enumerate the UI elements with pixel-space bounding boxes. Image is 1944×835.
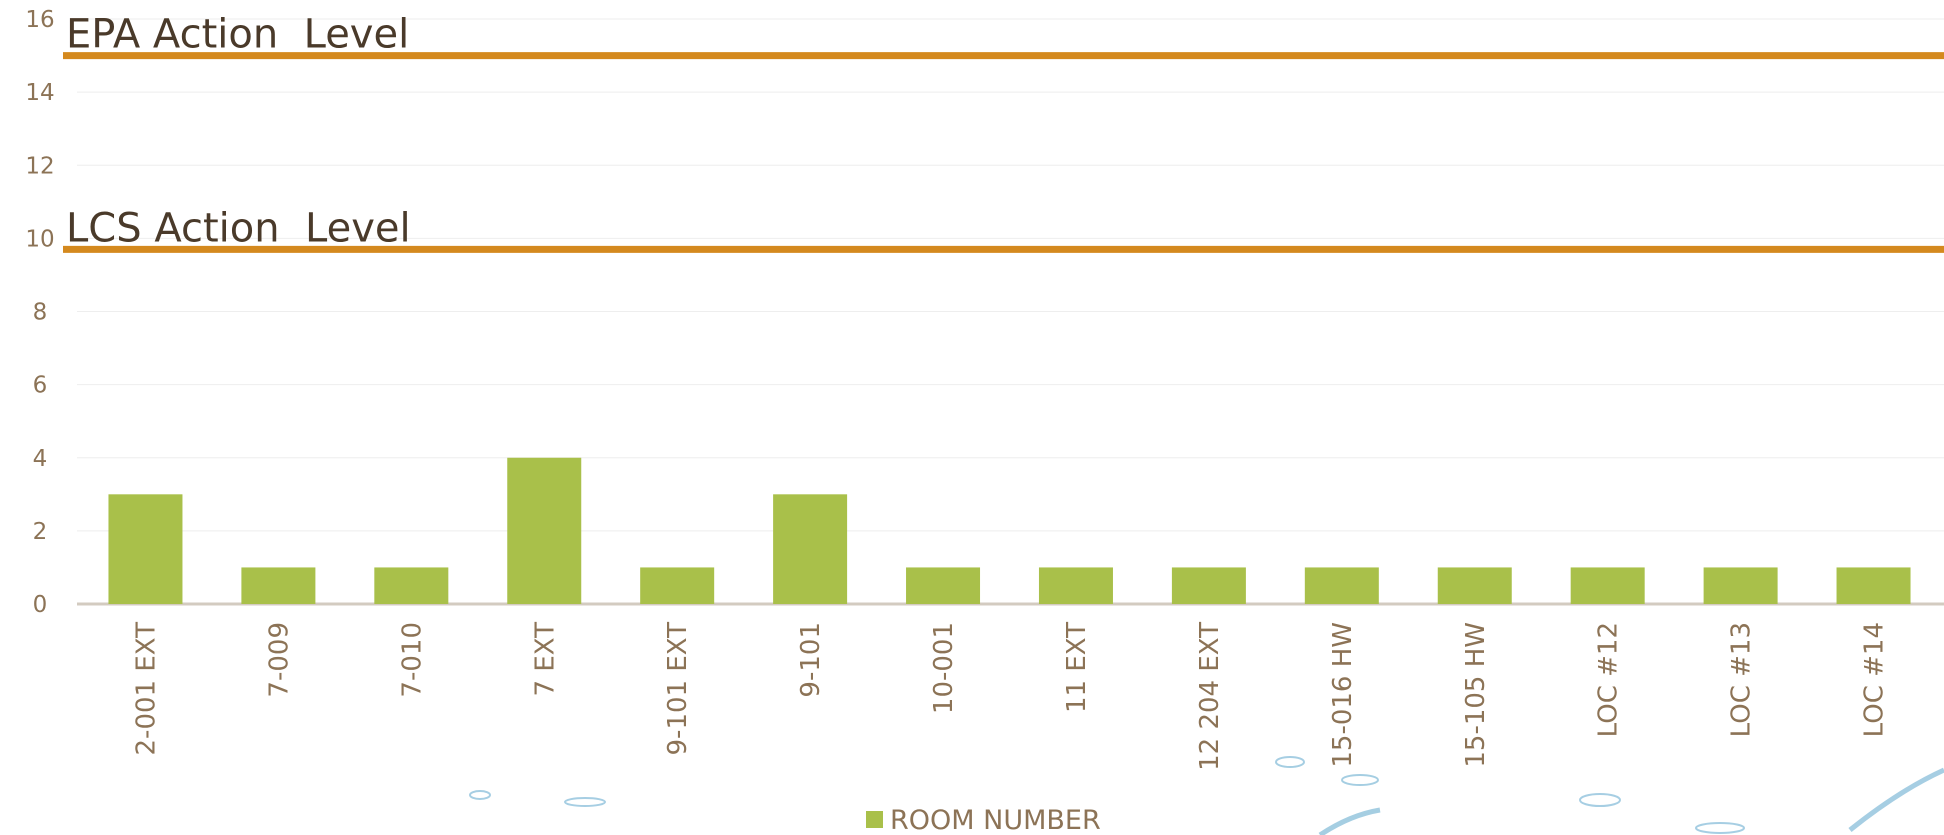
bar bbox=[108, 494, 183, 604]
legend-swatch bbox=[866, 811, 883, 828]
x-tick-label: 7 EXT bbox=[530, 622, 560, 697]
bar bbox=[1171, 567, 1246, 604]
reference-label: EPA Action Level bbox=[66, 12, 409, 58]
x-tick-label: 9-101 EXT bbox=[663, 622, 693, 756]
bar bbox=[1437, 567, 1512, 604]
x-tick-label: 10-001 bbox=[929, 622, 959, 714]
bar bbox=[906, 567, 981, 604]
bar bbox=[374, 567, 449, 604]
y-tick-label: 0 bbox=[33, 592, 48, 618]
bar bbox=[1703, 567, 1778, 604]
legend-label: ROOM NUMBER bbox=[890, 805, 1101, 835]
y-tick-label: 2 bbox=[33, 519, 48, 545]
bar bbox=[1038, 567, 1113, 604]
x-tick-label: LOC #13 bbox=[1727, 622, 1757, 737]
bar bbox=[640, 567, 715, 604]
bar bbox=[507, 457, 582, 604]
water-splash-decoration bbox=[469, 756, 1944, 835]
x-tick-label: 9-101 bbox=[796, 622, 826, 698]
y-tick-label: 4 bbox=[33, 446, 48, 472]
y-tick-label: 12 bbox=[25, 153, 54, 179]
y-tick-label: 10 bbox=[25, 226, 54, 252]
x-tick-label: 15-016 HW bbox=[1328, 622, 1358, 768]
reference-label: LCS Action Level bbox=[66, 205, 411, 251]
x-tick-label: 15-105 HW bbox=[1461, 622, 1491, 768]
x-tick-label: 12 204 EXT bbox=[1195, 622, 1225, 771]
x-tick-label: 7-009 bbox=[264, 622, 294, 698]
y-tick-label: 16 bbox=[25, 7, 54, 33]
x-tick-label: LOC #14 bbox=[1860, 622, 1890, 737]
y-tick-label: 14 bbox=[25, 80, 54, 106]
x-tick-label: 2-001 EXT bbox=[131, 622, 161, 756]
x-tick-label: 7-010 bbox=[397, 622, 427, 698]
x-tick-label: LOC #12 bbox=[1594, 622, 1624, 737]
bar bbox=[1836, 567, 1911, 604]
bar bbox=[241, 567, 316, 604]
x-tick-label: 11 EXT bbox=[1062, 622, 1092, 713]
y-tick-label: 6 bbox=[33, 373, 48, 399]
bar bbox=[1304, 567, 1379, 604]
bar bbox=[773, 494, 848, 604]
bar bbox=[1570, 567, 1645, 604]
y-tick-label: 8 bbox=[33, 300, 48, 326]
